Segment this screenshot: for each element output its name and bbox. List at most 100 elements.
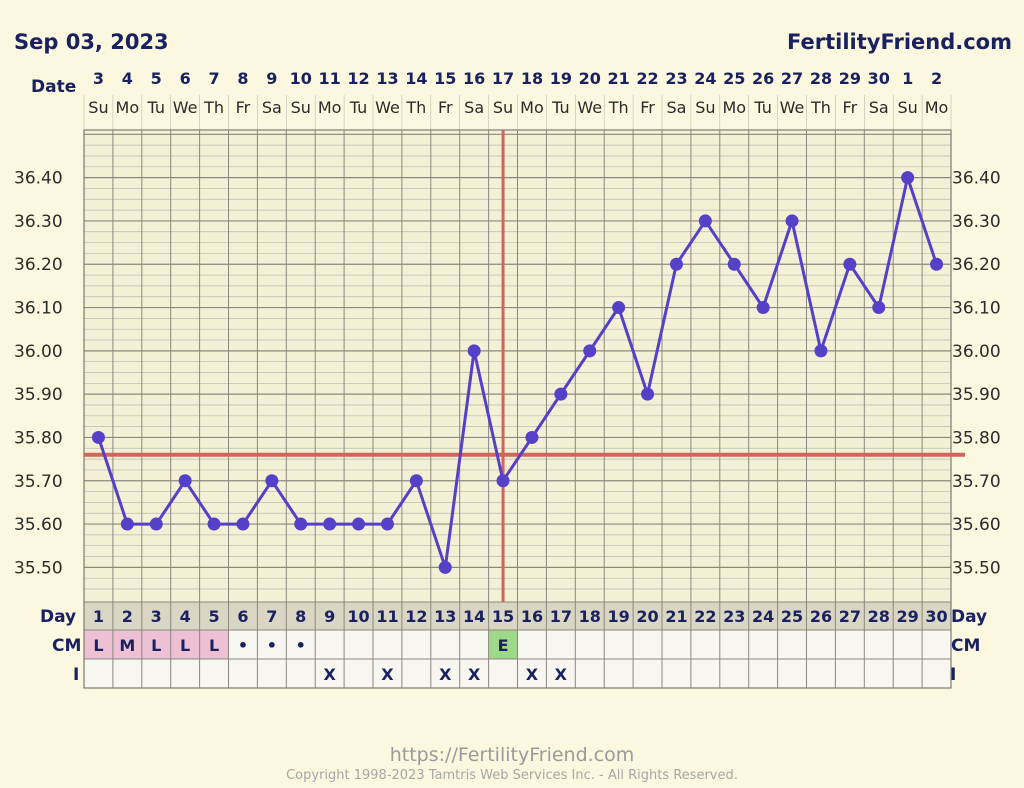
date-19: 21 — [608, 69, 630, 88]
day-number-27: 27 — [839, 607, 861, 626]
temperature-point-day-26 — [814, 344, 828, 358]
temperature-point-day-23 — [727, 257, 741, 271]
temperature-point-day-16 — [525, 430, 539, 444]
temperature-point-day-30 — [930, 257, 944, 271]
site-brand[interactable]: FertilityFriend.com — [787, 30, 1012, 54]
date-1: 3 — [93, 69, 104, 88]
ytick-right-35.70: 35.70 — [952, 472, 1001, 492]
temperature-line-layer — [91, 171, 944, 574]
weekday-28: Sa — [869, 98, 889, 117]
weekday-1: Su — [88, 98, 108, 117]
day-number-13: 13 — [434, 607, 456, 626]
weekday-20: Fr — [640, 98, 655, 117]
day-number-2: 2 — [122, 607, 133, 626]
day-number-17: 17 — [550, 607, 572, 626]
ytick-right-35.80: 35.80 — [952, 428, 1001, 448]
date-6: 8 — [237, 69, 248, 88]
ytick-left-35.90: 35.90 — [14, 385, 63, 405]
temperature-point-day-21 — [669, 257, 683, 271]
date-21: 23 — [665, 69, 687, 88]
cm-row-label-right: CM — [951, 636, 980, 656]
cm-cell-1 — [84, 630, 113, 659]
day-number-11: 11 — [376, 607, 398, 626]
intercourse-mark-day-17: X — [555, 665, 568, 684]
date-24: 26 — [752, 69, 774, 88]
temperature-point-day-19 — [612, 301, 626, 315]
temperature-point-day-24 — [756, 301, 770, 315]
ytick-left-36.00: 36.00 — [14, 342, 63, 362]
date-row-label: Date — [31, 77, 76, 97]
intercourse-mark-day-9: X — [323, 665, 336, 684]
weekday-24: Tu — [753, 98, 771, 117]
day-row-label-right: Day — [951, 607, 987, 627]
ytick-left-35.50: 35.50 — [14, 558, 63, 578]
temperature-point-day-13 — [438, 560, 452, 574]
date-15: 17 — [492, 69, 514, 88]
date-10: 12 — [347, 69, 369, 88]
day-number-19: 19 — [608, 607, 630, 626]
day-number-1: 1 — [93, 607, 104, 626]
cm-cell-4 — [170, 630, 200, 659]
date-9: 11 — [319, 69, 341, 88]
date-22: 24 — [694, 69, 716, 88]
day-number-16: 16 — [521, 607, 543, 626]
weekday-10: Tu — [349, 98, 367, 117]
temperature-point-day-12 — [409, 474, 423, 488]
day-number-12: 12 — [405, 607, 427, 626]
temperature-point-day-14 — [467, 344, 481, 358]
temperature-point-day-10 — [352, 517, 366, 531]
cm-value-day-2: M — [119, 636, 135, 655]
day-number-14: 14 — [463, 607, 485, 626]
date-23: 25 — [723, 69, 745, 88]
day-number-4: 4 — [180, 607, 191, 626]
date-25: 27 — [781, 69, 803, 88]
footer-url[interactable]: https://FertilityFriend.com — [389, 744, 635, 766]
weekday-12: Th — [405, 98, 426, 117]
ytick-right-36.00: 36.00 — [952, 342, 1001, 362]
weekday-6: Fr — [236, 98, 251, 117]
chart-border — [83, 129, 952, 689]
i-row-label-right: I — [950, 665, 956, 685]
cm-value-day-3: L — [151, 636, 161, 655]
day-number-24: 24 — [752, 607, 774, 626]
date-26: 28 — [810, 69, 832, 88]
temperature-point-day-22 — [698, 214, 712, 228]
cm-cell-15 — [488, 630, 518, 659]
weekday-23: Mo — [722, 98, 746, 117]
weekday-5: Th — [203, 98, 224, 117]
weekday-26: Th — [810, 98, 831, 117]
temperature-point-day-9 — [323, 517, 337, 531]
day-number-7: 7 — [266, 607, 277, 626]
day-number-23: 23 — [723, 607, 745, 626]
day-number-9: 9 — [324, 607, 335, 626]
coverline-layer — [84, 130, 965, 602]
weekday-21: Sa — [666, 98, 686, 117]
weekday-30: Mo — [925, 98, 949, 117]
temperature-point-day-6 — [236, 517, 250, 531]
temperature-point-day-29 — [901, 171, 915, 185]
weekday-19: Th — [608, 98, 629, 117]
day-number-18: 18 — [579, 607, 601, 626]
weekday-15: Su — [493, 98, 513, 117]
date-2: 4 — [122, 69, 133, 88]
date-14: 16 — [463, 69, 485, 88]
i-row-label-left: I — [73, 665, 79, 685]
weekday-25: We — [780, 98, 805, 117]
day-number-22: 22 — [694, 607, 716, 626]
day-number-3: 3 — [151, 607, 162, 626]
chart-start-date: Sep 03, 2023 — [14, 30, 169, 54]
weekday-4: We — [173, 98, 198, 117]
ytick-right-36.30: 36.30 — [952, 212, 1001, 232]
weekday-29: Su — [898, 98, 918, 117]
cm-row-label-left: CM — [52, 636, 81, 656]
ytick-right-35.90: 35.90 — [952, 385, 1001, 405]
weekday-7: Sa — [262, 98, 282, 117]
date-30: 2 — [931, 69, 942, 88]
ytick-right-36.20: 36.20 — [952, 255, 1001, 275]
cm-value-day-4: L — [180, 636, 190, 655]
intercourse-mark-day-11: X — [381, 665, 394, 684]
ytick-right-36.40: 36.40 — [952, 169, 1001, 189]
temperature-point-day-2 — [120, 517, 134, 531]
cm-value-day-15: E — [498, 636, 509, 655]
